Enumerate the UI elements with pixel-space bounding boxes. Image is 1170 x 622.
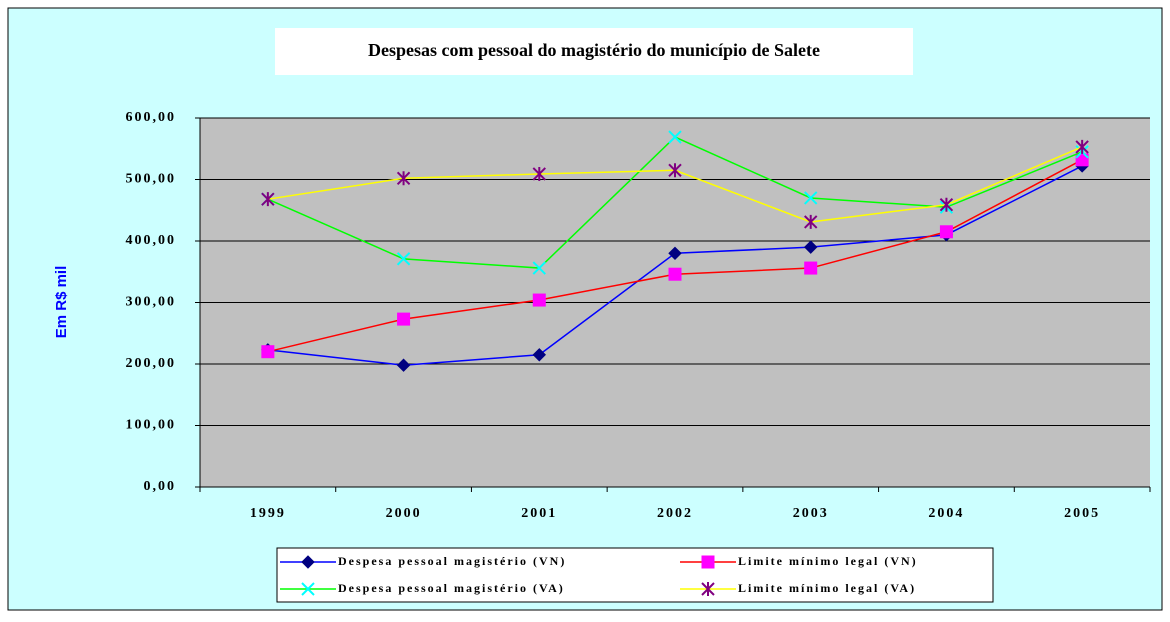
x-tick-label: 2001 bbox=[521, 506, 557, 521]
marker bbox=[532, 261, 546, 275]
marker bbox=[532, 166, 546, 181]
marker bbox=[532, 293, 546, 307]
legend-marker bbox=[301, 582, 315, 596]
marker bbox=[261, 192, 275, 207]
y-tick-label: 400,00 bbox=[126, 233, 177, 248]
marker bbox=[804, 261, 818, 275]
y-tick-label: 0,00 bbox=[144, 479, 177, 494]
y-tick-label: 600,00 bbox=[126, 110, 177, 125]
x-tick-label: 1999 bbox=[250, 506, 286, 521]
marker bbox=[668, 246, 682, 261]
x-tick-label: 2000 bbox=[386, 506, 422, 521]
legend-label: Despesa pessoal magistério (VN) bbox=[338, 554, 566, 568]
marker bbox=[261, 345, 275, 359]
title-box bbox=[275, 28, 913, 75]
legend-label: Limite mínimo legal (VA) bbox=[738, 581, 916, 595]
marker bbox=[668, 130, 682, 144]
marker bbox=[1075, 139, 1089, 154]
legend-marker bbox=[301, 555, 315, 569]
y-axis-title: Em R$ mil bbox=[53, 266, 70, 339]
marker bbox=[804, 240, 818, 254]
x-tick-label: 2003 bbox=[793, 506, 829, 521]
y-tick-label: 200,00 bbox=[126, 356, 177, 371]
marker bbox=[532, 348, 546, 362]
marker bbox=[396, 358, 411, 372]
x-tick-label: 2004 bbox=[928, 506, 964, 521]
y-tick-label: 300,00 bbox=[126, 295, 177, 310]
marker bbox=[668, 163, 682, 178]
legend-marker bbox=[701, 555, 715, 569]
legend-marker bbox=[701, 582, 715, 596]
x-tick-label: 2002 bbox=[657, 506, 693, 521]
legend-label: Despesa pessoal magistério (VA) bbox=[338, 581, 565, 595]
x-tick-label: 2005 bbox=[1064, 506, 1100, 521]
legend bbox=[276, 547, 994, 603]
marker bbox=[804, 191, 818, 205]
marker bbox=[939, 197, 954, 212]
y-tick-label: 500,00 bbox=[126, 172, 177, 187]
y-tick-label: 100,00 bbox=[126, 418, 177, 433]
marker bbox=[804, 214, 818, 229]
marker bbox=[396, 252, 411, 266]
legend-label: Limite mínimo legal (VN) bbox=[738, 554, 918, 568]
marker bbox=[397, 312, 411, 326]
marker bbox=[939, 225, 953, 239]
chart-title: Despesas com pessoal do magistério do mu… bbox=[368, 40, 820, 60]
marker bbox=[396, 171, 411, 186]
marker bbox=[668, 267, 682, 281]
